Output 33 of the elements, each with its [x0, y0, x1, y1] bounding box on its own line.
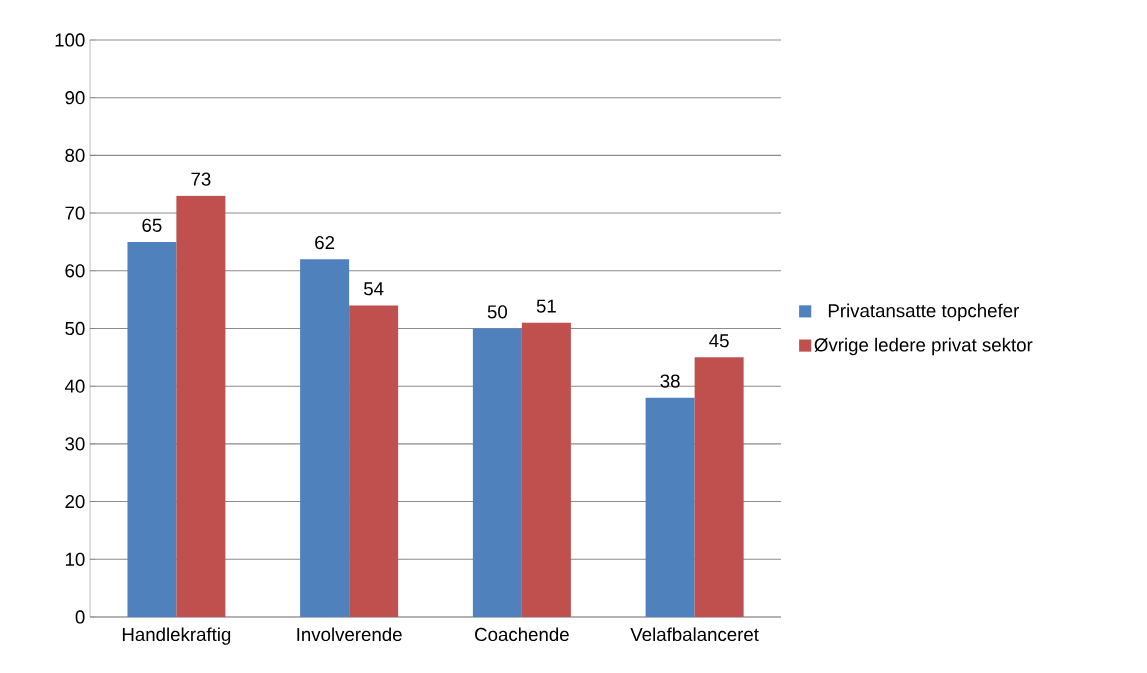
bar [694, 357, 744, 617]
y-tick-label: 60 [65, 264, 85, 278]
data-label: 38 [660, 374, 680, 388]
bar [645, 397, 695, 617]
y-tick-label: 90 [65, 91, 85, 105]
data-label: 54 [364, 282, 384, 296]
data-label: 62 [315, 235, 335, 250]
y-tick-label: 0 [75, 610, 85, 624]
bar [127, 241, 177, 617]
y-tick-label: 80 [65, 148, 85, 162]
bar [349, 305, 399, 617]
y-tick-label: 40 [64, 379, 85, 393]
y-tick-label: 100 [55, 33, 85, 47]
data-label: 50 [487, 305, 508, 319]
y-tick-label: 30 [65, 437, 85, 451]
data-label: 73 [191, 172, 211, 186]
bar [472, 328, 522, 617]
bar [300, 259, 350, 617]
legend-label: Privatansatte topchefer [828, 303, 1019, 322]
y-tick-label: 50 [65, 321, 85, 336]
x-tick-label: Handlekraftig [122, 627, 231, 645]
y-tick-label: 70 [65, 206, 85, 220]
x-tick-label: Velafbalanceret [630, 627, 759, 642]
data-label: 45 [709, 334, 729, 348]
y-tick-label: 10 [65, 552, 85, 566]
bar [176, 195, 226, 617]
legend-label: Øvrige ledere privat sektor [814, 337, 1033, 356]
data-label: 65 [142, 218, 162, 232]
bar [521, 322, 571, 617]
x-tick-label: Involverende [297, 627, 402, 642]
y-tick-label: 20 [65, 494, 85, 509]
data-label: 51 [536, 299, 556, 313]
x-tick-label: Coachende [475, 627, 569, 642]
